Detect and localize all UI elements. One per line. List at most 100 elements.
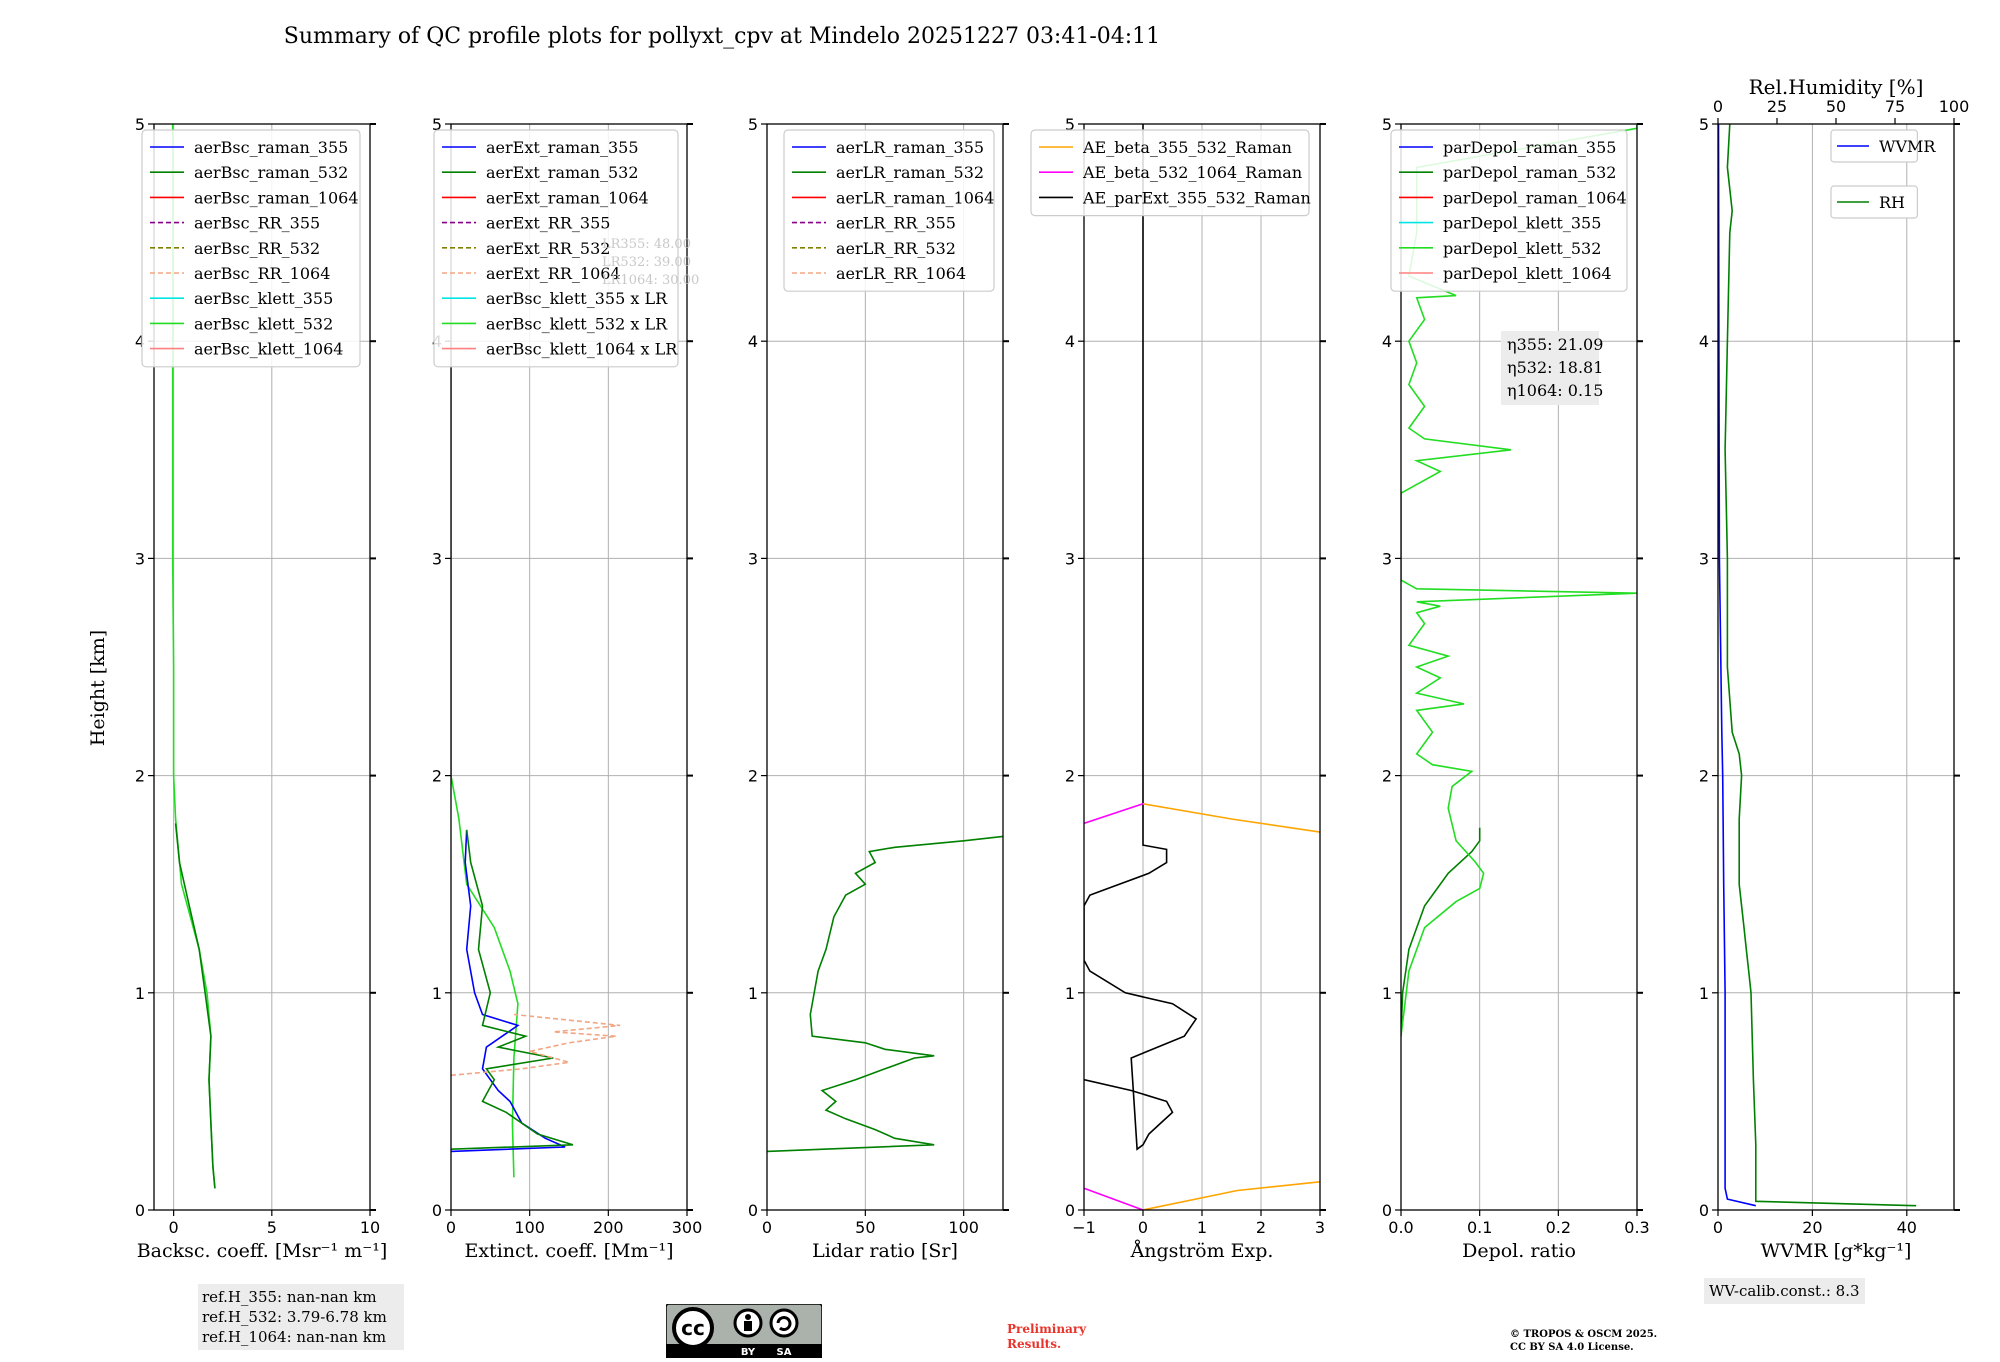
series-RH bbox=[1724, 124, 1917, 1207]
y-tick-label: 3 bbox=[135, 549, 145, 568]
axes-frame bbox=[1717, 123, 1955, 1211]
x-axis-label: WVMR [g*kg⁻¹] bbox=[1761, 1240, 1912, 1262]
lr-annotation: LR1064: 30.00 bbox=[602, 273, 699, 288]
legend: parDepol_raman_355 parDepol_raman_532 parD… bbox=[1390, 129, 1628, 292]
y-tick-label: 3 bbox=[1699, 549, 1709, 568]
x-axis-label: Ångström Exp. bbox=[1130, 1240, 1274, 1262]
y-axis-label: Height [km] bbox=[87, 630, 109, 746]
x-tick-label: 0 bbox=[169, 1218, 179, 1237]
y-tick-label: 4 bbox=[1699, 332, 1709, 351]
sa-icon bbox=[769, 1308, 799, 1338]
y-tick-label: 2 bbox=[432, 767, 442, 786]
legend-frame bbox=[1830, 185, 1919, 219]
ref-height-1064: ref.H_1064: nan-nan km bbox=[202, 1328, 387, 1346]
x-tick-label: 5 bbox=[267, 1218, 277, 1237]
panel-wv: 0 20 40 0 1 2 3 4 5 WVMR [g*kg⁻¹] 0 25 50 75 100 Rel.Hu… bbox=[1699, 75, 1969, 1262]
series-aerBsc_raman_532 bbox=[174, 823, 216, 1189]
x-tick-label: 300 bbox=[672, 1218, 703, 1237]
x-tick-label: −1 bbox=[1072, 1218, 1096, 1237]
series-AE_beta_355_532_Raman_upper bbox=[1142, 803, 1320, 833]
x-tick-label: 0 bbox=[446, 1218, 456, 1237]
lr-annotation: LR532: 39.00 bbox=[602, 255, 691, 270]
axes-frame bbox=[1400, 123, 1638, 1211]
legend-label: aerLR_RR_1064 bbox=[836, 264, 966, 283]
y-tick-label: 5 bbox=[748, 115, 758, 134]
x-tick-label: 1 bbox=[1197, 1218, 1207, 1237]
eta-box bbox=[1501, 331, 1599, 405]
legend-frame bbox=[141, 129, 361, 368]
legend-label: aerLR_RR_532 bbox=[836, 239, 956, 258]
y-tick-label: 5 bbox=[1382, 115, 1392, 134]
x2-tick-label: 0 bbox=[1713, 97, 1723, 116]
series-AE_beta_532_1064_Raman_upper bbox=[1084, 803, 1144, 825]
series-group bbox=[1718, 124, 1917, 1207]
panel-extinction: 0100200300012345Extinct. coeff. [Mm⁻¹]ae… bbox=[432, 115, 702, 1262]
legend-label: aerBsc_klett_1064 bbox=[194, 340, 343, 359]
series-group bbox=[767, 835, 1003, 1153]
legend-frame bbox=[433, 129, 679, 368]
sa-label: SA bbox=[777, 1347, 792, 1358]
series-WVMR bbox=[1718, 124, 1756, 1207]
y-tick-label: 5 bbox=[1699, 115, 1709, 134]
y-tick-label: 1 bbox=[1699, 984, 1709, 1003]
legend-label: aerBsc_RR_1064 bbox=[194, 264, 330, 283]
series-parDepol_raman_532 bbox=[1401, 827, 1481, 1037]
ref-height-355: ref.H_355: nan-nan km bbox=[202, 1288, 377, 1306]
x-tick-label: 20 bbox=[1802, 1218, 1822, 1237]
x-tick-label: 200 bbox=[593, 1218, 624, 1237]
x-tick-label: 0 bbox=[1713, 1218, 1723, 1237]
x-tick-label: 40 bbox=[1897, 1218, 1917, 1237]
svg-text:cc: cc bbox=[681, 1316, 705, 1340]
legend-label: aerBsc_klett_355 x LR bbox=[486, 289, 668, 308]
x-tick-label: 50 bbox=[855, 1218, 875, 1237]
wv-calibration-box: WV-calib.const.: 8.3 bbox=[1704, 1278, 1865, 1304]
by-label: BY bbox=[741, 1347, 756, 1358]
y-tick-label: 0 bbox=[135, 1201, 145, 1220]
eta-value: η1064: 0.15 bbox=[1507, 381, 1603, 400]
copyright-line-2: CC BY SA 4.0 License. bbox=[1510, 1342, 1634, 1353]
ref-height-532: ref.H_532: 3.79-6.78 km bbox=[202, 1308, 387, 1326]
legend-label: parDepol_klett_1064 bbox=[1443, 264, 1612, 283]
legend-label: RH bbox=[1879, 193, 1905, 212]
x-tick-label: 0 bbox=[762, 1218, 772, 1237]
x-tick-label: 0.1 bbox=[1467, 1218, 1492, 1237]
legend-label: AE_beta_532_1064_Raman bbox=[1082, 163, 1302, 182]
y-tick-label: 0 bbox=[1699, 1201, 1709, 1220]
series-AE_parExt_355_532_Raman bbox=[1084, 124, 1198, 1151]
legend-label: aerBsc_raman_355 bbox=[194, 138, 348, 157]
series-aerExt_RR_1064 bbox=[451, 1013, 621, 1077]
legend-label: parDepol_raman_532 bbox=[1443, 163, 1616, 182]
legend-label: parDepol_klett_532 bbox=[1443, 239, 1601, 258]
x2-tick-label: 25 bbox=[1767, 97, 1787, 116]
x-tick-label: 100 bbox=[514, 1218, 545, 1237]
legend-label: AE_parExt_355_532_Raman bbox=[1082, 188, 1311, 207]
x2-axis-label: Rel.Humidity [%] bbox=[1749, 75, 1924, 99]
eta-value: η355: 21.09 bbox=[1507, 335, 1603, 354]
x2-tick-label: 50 bbox=[1826, 97, 1846, 116]
cc-icon bbox=[672, 1307, 714, 1349]
panel-depol: 0.0 0.1 0.2 0.3 0 1 2 3 4 5 Depol. ratio parDepol_r… bbox=[1382, 115, 1650, 1262]
y-tick-label: 2 bbox=[748, 767, 758, 786]
x-axis-label: Backsc. coeff. [Msr⁻¹ m⁻¹] bbox=[137, 1240, 388, 1262]
series-AE_beta_355_532_Raman bbox=[1142, 1181, 1320, 1210]
legend: WVMR RH bbox=[1830, 129, 1936, 219]
y-tick-label: 5 bbox=[432, 115, 442, 134]
y-tick-label: 1 bbox=[748, 984, 758, 1003]
legend-label: aerBsc_raman_532 bbox=[194, 163, 348, 182]
y-tick-label: 1 bbox=[135, 984, 145, 1003]
series-aerExt_raman_532 bbox=[451, 829, 574, 1150]
y-tick-label: 4 bbox=[748, 332, 758, 351]
axes-frame bbox=[450, 123, 688, 1211]
x-tick-label: 0.0 bbox=[1388, 1218, 1413, 1237]
copyright-line-1: © TROPOS & OSCM 2025. bbox=[1510, 1329, 1658, 1340]
legend-frame bbox=[1030, 129, 1310, 217]
y-tick-label: 0 bbox=[1065, 1201, 1075, 1220]
x-tick-label: 10 bbox=[360, 1218, 380, 1237]
x-tick-label: 0.2 bbox=[1546, 1218, 1571, 1237]
series-AE_beta_532_1064_Raman bbox=[1084, 1187, 1144, 1210]
legend-label: aerLR_raman_532 bbox=[836, 163, 984, 182]
y-tick-label: 3 bbox=[1382, 549, 1392, 568]
series-parDepol_klett_532 bbox=[1401, 124, 1637, 1037]
